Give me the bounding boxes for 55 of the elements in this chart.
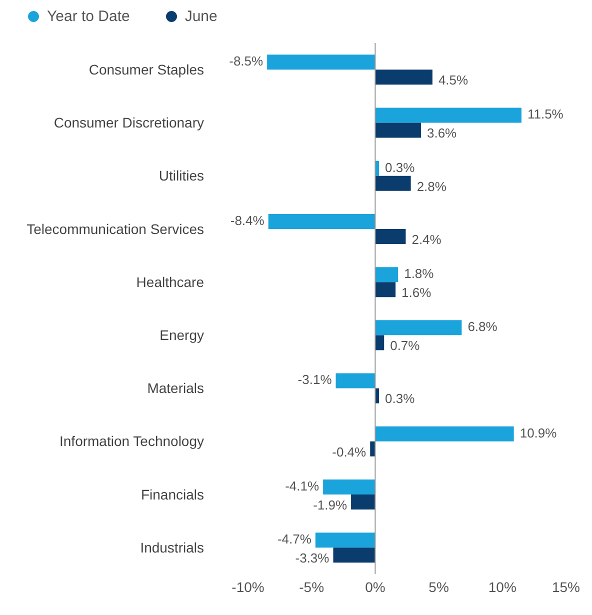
bar — [351, 494, 376, 510]
data-label: 11.5% — [527, 106, 564, 122]
data-label: 1.8% — [404, 266, 434, 282]
bar — [333, 548, 376, 563]
data-label: 10.9% — [520, 425, 558, 440]
y-tick-label: Information Technology — [60, 433, 204, 450]
bar — [375, 228, 406, 244]
bar — [375, 176, 411, 191]
y-tick-label: Utilities — [158, 168, 204, 184]
x-tick-label: 0% — [365, 578, 386, 595]
data-label: 0.3% — [385, 160, 416, 175]
y-tick-label: Energy — [160, 327, 204, 344]
data-label: -1.9% — [313, 497, 348, 512]
data-label: 2.8% — [416, 178, 447, 194]
legend-label: Year to Date — [46, 8, 130, 25]
y-tick-label: Telecommunication Services — [26, 220, 204, 237]
y-tick-label: Consumer Staples — [88, 62, 204, 78]
y-tick-label: Consumer Discretionary — [54, 114, 204, 131]
data-label: 3.6% — [426, 126, 458, 141]
y-tick-label: Healthcare — [136, 274, 204, 290]
data-label: 2.4% — [412, 232, 442, 247]
bar — [268, 214, 376, 229]
bar — [375, 282, 396, 298]
x-tick-label: 5% — [428, 578, 449, 595]
bar — [267, 54, 376, 70]
bar — [323, 479, 376, 494]
y-tick-label: Materials — [147, 380, 204, 396]
bar — [375, 426, 514, 442]
bar — [375, 122, 421, 138]
data-label: 4.5% — [438, 72, 469, 88]
y-tick-label: Financials — [140, 486, 204, 502]
data-label: -3.3% — [295, 550, 330, 566]
bar — [315, 532, 376, 548]
x-tick-label: 15% — [552, 578, 580, 595]
bar — [375, 267, 398, 282]
bar — [375, 108, 522, 123]
data-label: 0.7% — [390, 338, 420, 354]
x-tick-label: 10% — [488, 578, 516, 595]
data-label: 6.8% — [468, 319, 498, 334]
x-tick-label: -5% — [299, 578, 324, 595]
data-label: -4.1% — [285, 478, 320, 494]
bar — [375, 335, 384, 350]
data-label: -8.5% — [229, 54, 264, 69]
y-tick-label: Industrials — [140, 539, 204, 556]
data-label: -3.1% — [298, 372, 332, 388]
legend-label: June — [184, 8, 218, 25]
data-label: -0.4% — [332, 444, 367, 460]
x-tick-label: -10% — [232, 578, 264, 595]
data-label: 1.6% — [402, 285, 432, 300]
bar — [375, 320, 462, 336]
bar — [336, 373, 376, 388]
data-label: -4.7% — [277, 532, 312, 547]
data-label: 0.3% — [385, 391, 416, 406]
bar — [375, 70, 432, 85]
data-label: -8.4% — [230, 212, 265, 228]
